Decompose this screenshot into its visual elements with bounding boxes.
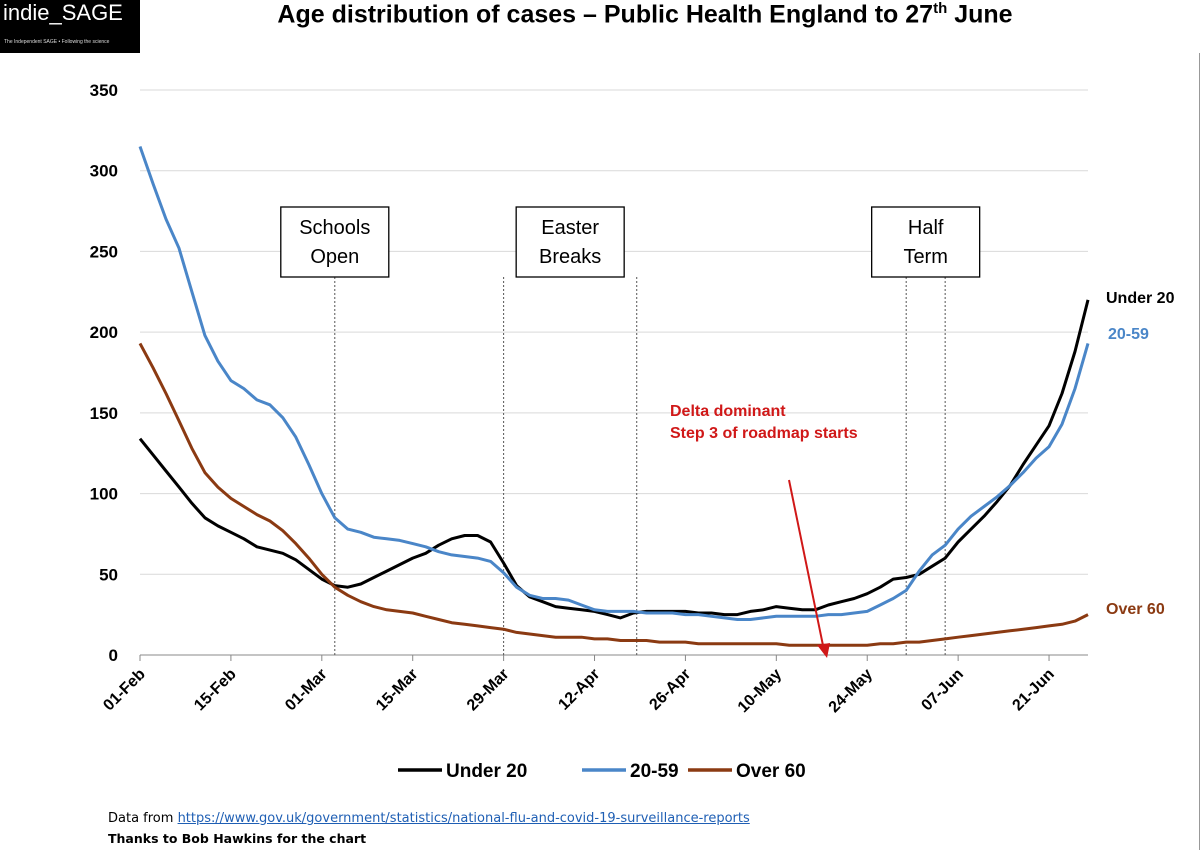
y-tick-label: 200 — [90, 323, 118, 342]
event-box-label: Schools — [299, 217, 370, 239]
annotation-text: Step 3 of roadmap starts — [670, 425, 858, 442]
legend-label: 20-59 — [630, 761, 679, 782]
credit-note: Thanks to Bob Hawkins for the chart — [108, 831, 367, 846]
title-main: Age distribution of cases – Public Healt… — [277, 0, 934, 29]
y-tick-label: 50 — [99, 565, 118, 584]
legend-label: Over 60 — [736, 761, 806, 782]
x-tick-label: 12-Apr — [555, 666, 603, 714]
source-link[interactable]: https://www.gov.uk/government/statistics… — [177, 811, 750, 826]
event-box — [871, 206, 981, 278]
x-tick-label: 15-Feb — [191, 666, 240, 715]
indie-sage-logo: indie_SAGE The Independent SAGE • Follow… — [0, 0, 140, 53]
title-superscript: th — [933, 0, 948, 17]
x-tick-label: 01-Mar — [282, 666, 330, 714]
event-box — [280, 206, 390, 278]
y-tick-label: 300 — [90, 162, 118, 181]
data-source-note: Data from https://www.gov.uk/government/… — [108, 811, 750, 826]
x-tick-label: 21-Jun — [1009, 666, 1057, 714]
event-box-label: Half — [908, 217, 944, 239]
series-end-label: Over 60 — [1106, 601, 1165, 618]
series-end-label: 20-59 — [1108, 326, 1149, 343]
y-tick-label: 100 — [90, 485, 118, 504]
annotation-arrow-shaft — [788, 479, 825, 649]
y-tick-label: 250 — [90, 242, 118, 261]
x-tick-label: 15-Mar — [373, 666, 421, 714]
y-tick-label: 0 — [109, 646, 118, 665]
event-box-label: Open — [310, 246, 359, 268]
event-box-label: Easter — [541, 217, 599, 239]
logo-brand-text: indie_SAGE — [3, 0, 123, 25]
event-box-label: Breaks — [539, 246, 601, 268]
source-prefix: Data from — [108, 811, 178, 826]
series-end-label: Under 20 — [1106, 290, 1175, 307]
x-tick-label: 24-May — [826, 666, 876, 716]
series-line — [138, 342, 1089, 647]
annotation-text: Delta dominant — [670, 403, 786, 420]
y-tick-label: 350 — [90, 81, 118, 100]
series-line — [138, 146, 1090, 621]
x-tick-label: 29-Mar — [464, 666, 512, 714]
x-tick-label: 07-Jun — [918, 666, 966, 714]
x-tick-label: 01-Feb — [100, 666, 149, 715]
x-tick-label: 10-May — [735, 666, 785, 716]
page-title: Age distribution of cases – Public Healt… — [205, 0, 1085, 29]
y-tick-label: 150 — [90, 404, 118, 423]
annotation-arrow-head — [817, 643, 831, 658]
series-line — [138, 299, 1090, 620]
event-box-label: Term — [903, 246, 947, 268]
logo-tagline: The Independent SAGE • Following the sci… — [4, 39, 110, 45]
legend-label: Under 20 — [446, 761, 527, 782]
event-box — [515, 206, 625, 278]
x-tick-label: 26-Apr — [646, 666, 694, 714]
title-end: June — [947, 0, 1013, 29]
